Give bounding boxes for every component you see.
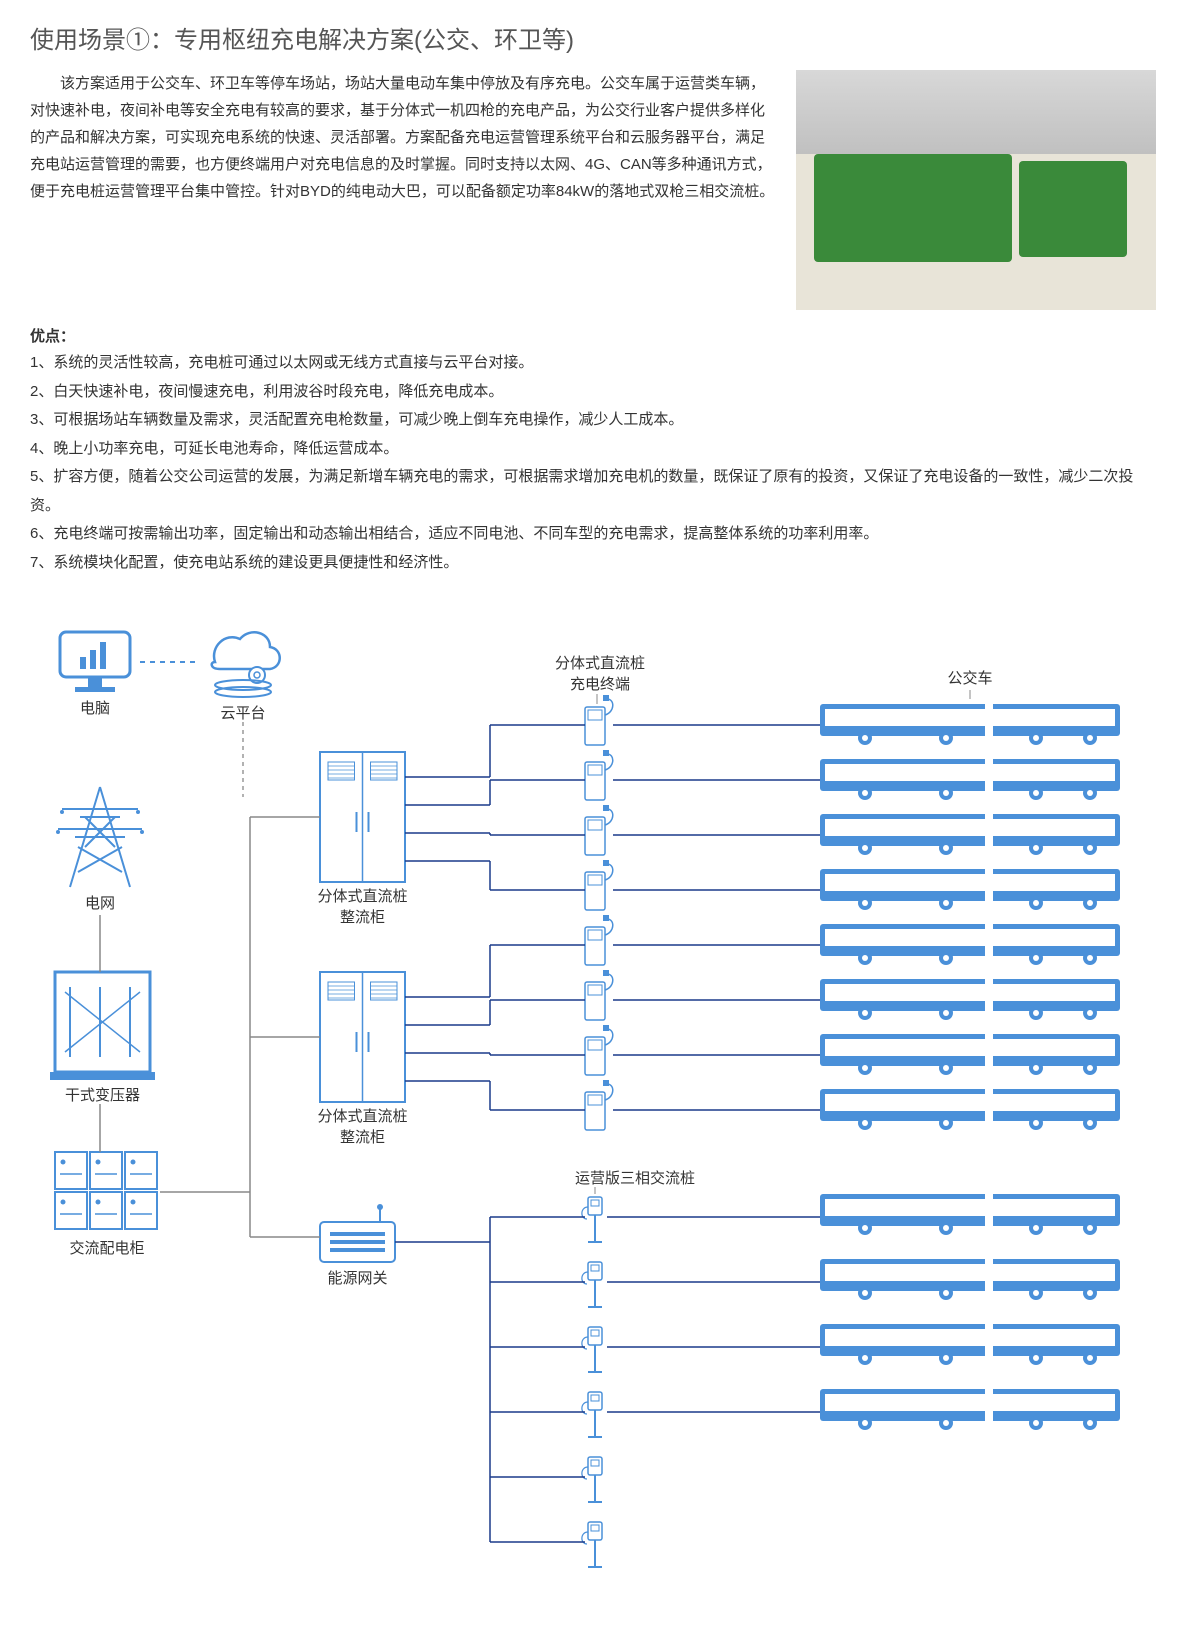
label-ac-cabinet: 交流配电柜 bbox=[69, 1237, 144, 1258]
advantage-item: 1、系统的灵活性较高，充电桩可通过以太网或无线方式直接与云平台对接。 bbox=[30, 349, 1156, 378]
intro-section: 该方案适用于公交车、环卫车等停车场站，场站大量电动车集中停放及有序充电。公交车属… bbox=[30, 70, 1156, 310]
system-diagram: 电脑 云平台电网干式变压器交流配电柜 分体式直流桩整流柜分体式直流桩整流柜能源网关 分… bbox=[30, 622, 1150, 1622]
advantage-item: 3、可根据场站车辆数量及需求，灵活配置充电枪数量，可减少晚上倒车充电操作，减少人… bbox=[30, 406, 1156, 435]
label-computer: 电脑 bbox=[80, 697, 110, 718]
label-bus-header: 公交车 bbox=[947, 667, 992, 688]
advantages-title: 优点： bbox=[30, 325, 1156, 346]
label-ac-pile-header: 运营版三相交流桩 bbox=[575, 1167, 695, 1188]
label-grid: 电网 bbox=[85, 892, 115, 913]
advantage-item: 4、晚上小功率充电，可延长电池寿命，降低运营成本。 bbox=[30, 435, 1156, 464]
advantage-item: 7、系统模块化配置，使充电站系统的建设更具便捷性和经济性。 bbox=[30, 549, 1156, 578]
intro-paragraph: 该方案适用于公交车、环卫车等停车场站，场站大量电动车集中停放及有序充电。公交车属… bbox=[30, 70, 776, 310]
label-rectifier-2: 分体式直流桩整流柜 bbox=[317, 1105, 407, 1147]
advantage-item: 6、充电终端可按需输出功率，固定输出和动态输出相结合，适应不同电池、不同车型的充… bbox=[30, 520, 1156, 549]
advantage-item: 2、白天快速补电，夜间慢速充电，利用波谷时段充电，降低充电成本。 bbox=[30, 378, 1156, 407]
label-transformer: 干式变压器 bbox=[65, 1084, 140, 1105]
label-gateway: 能源网关 bbox=[327, 1267, 387, 1288]
label-rectifier-1: 分体式直流桩整流柜 bbox=[317, 885, 407, 927]
photo-bus-charging bbox=[796, 70, 1156, 310]
label-terminal-header: 分体式直流桩充电终端 bbox=[555, 652, 645, 694]
label-cloud: 云平台 bbox=[220, 702, 265, 723]
advantage-item: 5、扩容方便，随着公交公司运营的发展，为满足新增车辆充电的需求，可根据需求增加充… bbox=[30, 463, 1156, 520]
page-title: 使用场景①：专用枢纽充电解决方案(公交、环卫等) bbox=[30, 20, 1156, 55]
advantages-list: 1、系统的灵活性较高，充电桩可通过以太网或无线方式直接与云平台对接。2、白天快速… bbox=[30, 349, 1156, 577]
